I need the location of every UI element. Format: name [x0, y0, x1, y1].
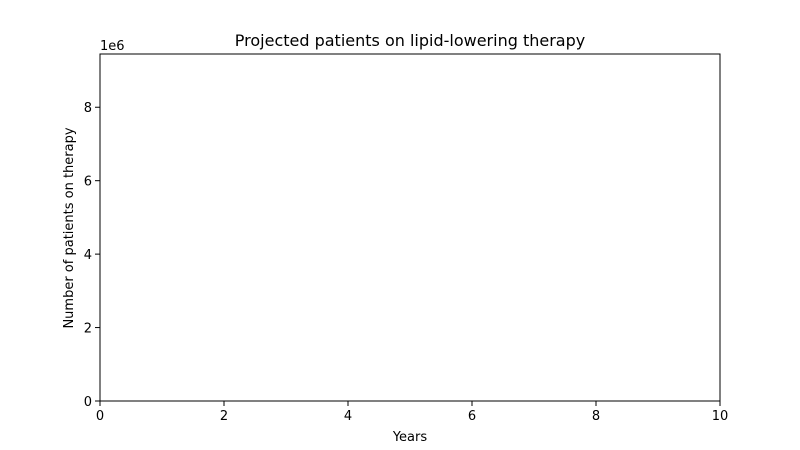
y-axis-ticks: 0 2 4 6 8	[84, 101, 100, 410]
x-tick-label: 0	[96, 409, 104, 424]
x-tick-label: 8	[592, 409, 600, 424]
x-tick-label: 10	[712, 409, 729, 424]
y-tick-label: 2	[84, 322, 92, 337]
y-tick-label: 4	[84, 248, 92, 263]
plot-area	[99, 53, 721, 402]
x-tick-label: 6	[468, 409, 476, 424]
y-tick-label: 0	[84, 395, 92, 410]
x-axis-ticks: 0 2 4 6 8 10	[96, 401, 728, 424]
chart-title: Projected patients on lipid-lowering the…	[235, 31, 585, 50]
y-tick-label: 8	[84, 101, 92, 116]
x-axis-label: Years	[392, 430, 428, 445]
x-tick-label: 4	[344, 409, 352, 424]
x-tick-label: 2	[220, 409, 228, 424]
y-axis-offset-label: 1e6	[100, 39, 125, 54]
y-axis-label: Number of patients on therapy	[62, 127, 77, 328]
y-tick-label: 6	[84, 175, 92, 190]
